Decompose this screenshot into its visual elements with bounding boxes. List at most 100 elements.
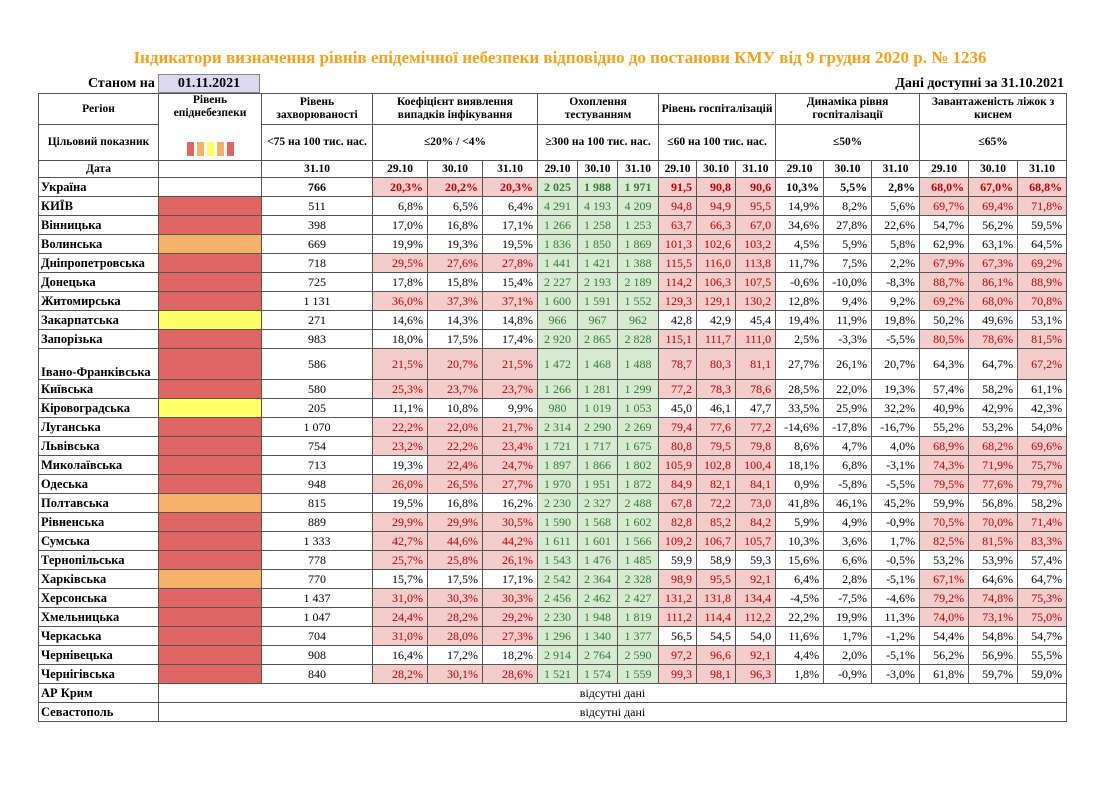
hosp-dynamics-value: 19,8% [871, 310, 921, 330]
incidence-value: 840 [261, 664, 373, 684]
target-beds: ≤65% [919, 124, 1068, 161]
detection-value: 15,7% [372, 569, 428, 589]
bed-load-value: 73,1% [968, 607, 1019, 627]
hosp-dynamics-value: 11,7% [775, 253, 825, 273]
testing-value: 962 [617, 310, 660, 330]
bed-load-value: 82,5% [919, 531, 970, 551]
detection-value: 23,4% [481, 436, 539, 456]
hosp-dynamics-value: -14,6% [775, 417, 825, 437]
hospitalization-value: 90,8 [696, 177, 737, 197]
testing-value: 2 542 [537, 569, 579, 589]
date-cell: 29.10 [919, 160, 970, 178]
date-cell: 29.10 [775, 160, 825, 178]
table-row: Одеська 948 26,0% 26,5% 27,7% 1 970 1 951 1 872… [38, 474, 1068, 494]
danger-level-cell [158, 550, 262, 570]
danger-level-cell [158, 398, 262, 418]
hospitalization-value: 98,9 [658, 569, 698, 589]
hosp-dynamics-value: 4,7% [823, 436, 873, 456]
hosp-dynamics-value: -5,5% [871, 474, 921, 494]
testing-value: 1 266 [537, 379, 579, 399]
testing-value: 1 866 [577, 455, 619, 475]
incidence-value: 770 [261, 569, 373, 589]
danger-level-cell [158, 436, 262, 456]
hosp-dynamics-value: 10,3% [775, 531, 825, 551]
hospitalization-value: 130,2 [735, 291, 777, 311]
target-row: Цільовий показник <75 на 100 тис. нас. ≤… [38, 124, 1068, 161]
danger-level-cell [158, 645, 262, 665]
hosp-dynamics-value: 5,5% [823, 177, 873, 197]
bed-load-value: 56,2% [919, 645, 970, 665]
detection-value: 27,6% [427, 253, 483, 273]
target-incidence: <75 на 100 тис. нас. [261, 124, 373, 161]
testing-value: 1 299 [617, 379, 660, 399]
danger-level-cell [158, 664, 262, 684]
detection-value: 30,5% [481, 512, 539, 532]
hospitalization-value: 82,8 [658, 512, 698, 532]
bed-load-value: 56,8% [968, 493, 1019, 513]
testing-value: 1 377 [617, 626, 660, 646]
bed-load-value: 71,8% [1017, 196, 1068, 216]
hosp-dynamics-value: 8,6% [775, 436, 825, 456]
bed-load-value: 59,0% [1017, 664, 1068, 684]
bed-load-value: 74,0% [919, 607, 970, 627]
bed-load-value: 67,0% [968, 177, 1019, 197]
data-available-label: Дані доступні за 31.10.2021 [895, 76, 1064, 91]
hosp-dynamics-value: 11,9% [823, 310, 873, 330]
table-row: Чернігівська 840 28,2% 30,1% 28,6% 1 521 1 574… [38, 664, 1068, 684]
table-row: Донецька 725 17,8% 15,8% 15,4% 2 227 2 193 2 18… [38, 272, 1068, 292]
hosp-dynamics-value: 32,2% [871, 398, 921, 418]
table-row: Севастополь відсутні дані [38, 702, 1068, 722]
bed-load-value: 54,7% [1017, 626, 1068, 646]
hosp-dynamics-value: 15,6% [775, 550, 825, 570]
hosp-dynamics-value: 1,7% [823, 626, 873, 646]
detection-value: 16,2% [481, 493, 539, 513]
hosp-dynamics-value: 5,9% [823, 234, 873, 254]
testing-value: 1 388 [617, 253, 660, 273]
table-row: Закарпатська 271 14,6% 14,3% 14,8% 966 967 962 4… [38, 310, 1068, 330]
danger-level-cell [158, 379, 262, 399]
bed-load-value: 67,2% [1017, 348, 1068, 380]
hospitalization-value: 82,1 [696, 474, 737, 494]
incidence-value: 778 [261, 550, 373, 570]
region-name: Сумська [38, 531, 159, 551]
detection-value: 44,6% [427, 531, 483, 551]
hospitalization-value: 95,5 [735, 196, 777, 216]
header-testing: Охоплення тестуванням [537, 92, 660, 126]
testing-value: 2 427 [617, 588, 660, 608]
bed-load-value: 83,3% [1017, 531, 1068, 551]
testing-value: 1 552 [617, 291, 660, 311]
danger-level-cell [158, 474, 262, 494]
detection-value: 17,2% [427, 645, 483, 665]
hospitalization-value: 111,0 [735, 329, 777, 349]
danger-level-cell [158, 310, 262, 330]
detection-value: 25,3% [372, 379, 428, 399]
testing-value: 1 948 [577, 607, 619, 627]
bed-load-value: 67,3% [968, 253, 1019, 273]
testing-value: 980 [537, 398, 579, 418]
incidence-value: 1 070 [261, 417, 373, 437]
testing-value: 2 193 [577, 272, 619, 292]
region-name: Волинська [38, 234, 159, 254]
detection-value: 15,4% [481, 272, 539, 292]
level-swatch [186, 142, 194, 156]
hosp-dynamics-value: -4,5% [775, 588, 825, 608]
region-name: КИЇВ [38, 196, 159, 216]
detection-value: 22,0% [427, 417, 483, 437]
region-name: АР Крим [38, 683, 159, 703]
testing-value: 1 472 [537, 348, 579, 380]
incidence-value: 983 [261, 329, 373, 349]
hospitalization-value: 78,7 [658, 348, 698, 380]
hosp-dynamics-value: 5,8% [871, 234, 921, 254]
bed-load-value: 75,0% [1017, 607, 1068, 627]
testing-value: 2 269 [617, 417, 660, 437]
detection-value: 18,2% [481, 645, 539, 665]
hosp-dynamics-value: 11,3% [871, 607, 921, 627]
bed-load-value: 54,7% [919, 215, 970, 235]
hosp-dynamics-value: -8,3% [871, 272, 921, 292]
hosp-dynamics-value: 1,7% [871, 531, 921, 551]
detection-value: 26,5% [427, 474, 483, 494]
hospitalization-value: 78,6 [735, 379, 777, 399]
hosp-dynamics-value: 12,8% [775, 291, 825, 311]
hosp-dynamics-value: 25,9% [823, 398, 873, 418]
table-row: Львівська 754 23,2% 22,2% 23,4% 1 721 1 717 1 6… [38, 436, 1068, 456]
